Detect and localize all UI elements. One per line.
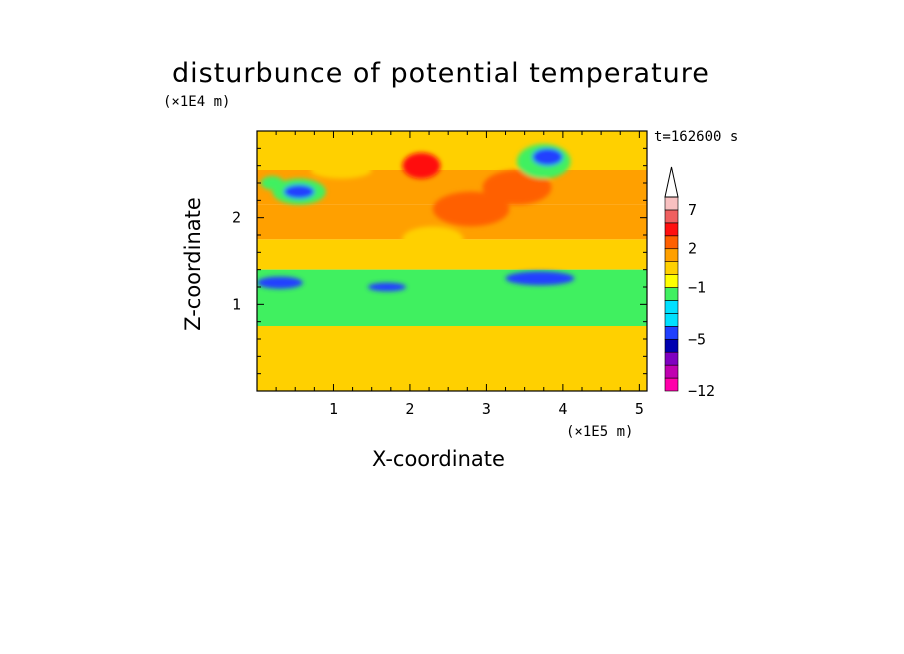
colorbar-label: −12	[688, 382, 715, 400]
field-feature	[257, 276, 303, 289]
x-tick-label: 5	[635, 400, 644, 418]
colorbar-segment	[664, 235, 679, 250]
colorbar-segment	[664, 351, 679, 366]
field-feature	[482, 170, 552, 205]
y-tick-label: 1	[232, 295, 241, 313]
field-feature	[505, 271, 575, 286]
field-feature	[310, 161, 372, 179]
colorbar-label: −5	[688, 330, 706, 348]
colorbar-segment	[664, 209, 679, 224]
x-tick-label: 1	[329, 400, 338, 418]
field-feature	[257, 345, 334, 367]
x-tick-label: 4	[558, 400, 567, 418]
time-annotation: t=162600 s	[654, 129, 739, 145]
colorbar-segment	[664, 338, 679, 353]
colorbar-segment	[664, 326, 679, 340]
colorbar-segment	[664, 222, 679, 237]
x-axis-unit: (×1E5 m)	[566, 424, 634, 440]
colorbar-segment	[664, 287, 679, 301]
y-tick-label: 2	[232, 209, 241, 227]
field-band	[257, 269, 647, 326]
field-band	[257, 131, 647, 170]
field-feature	[432, 191, 510, 227]
colorbar-segment	[664, 248, 679, 262]
colorbar-label: 2	[688, 240, 697, 258]
field-feature	[367, 282, 407, 292]
colorbar-label: 7	[688, 201, 697, 219]
field-feature	[402, 226, 464, 253]
colorbar-segment	[664, 261, 679, 275]
field-feature	[532, 148, 563, 166]
chart-title: disturbunce of potential temperature	[172, 58, 710, 89]
colorbar-segment	[664, 377, 679, 392]
y-axis-unit: (×1E4 m)	[163, 94, 231, 110]
x-tick-label: 3	[482, 400, 491, 418]
colorbar-segment	[664, 300, 679, 314]
field-feature	[387, 360, 510, 379]
colorbar: 7 2 −1 −5 −12	[664, 166, 715, 400]
colorbar-segment	[664, 364, 679, 379]
plot-frame	[256, 130, 648, 392]
axes: 1 2 3 4 5 1 2	[232, 131, 647, 418]
heatmap-field	[257, 131, 647, 391]
colorbar-extend-arrow	[664, 166, 679, 198]
x-tick-label: 2	[405, 400, 414, 418]
field-features	[257, 144, 575, 379]
field-feature	[260, 176, 284, 190]
colorbar-label: −1	[688, 279, 706, 297]
colorbar-segment	[664, 196, 679, 211]
colorbar-segment	[664, 313, 679, 327]
field-feature	[402, 152, 441, 179]
x-axis-label: X-coordinate	[372, 447, 505, 471]
colorbar-segment	[664, 274, 679, 288]
field-feature	[283, 184, 315, 199]
